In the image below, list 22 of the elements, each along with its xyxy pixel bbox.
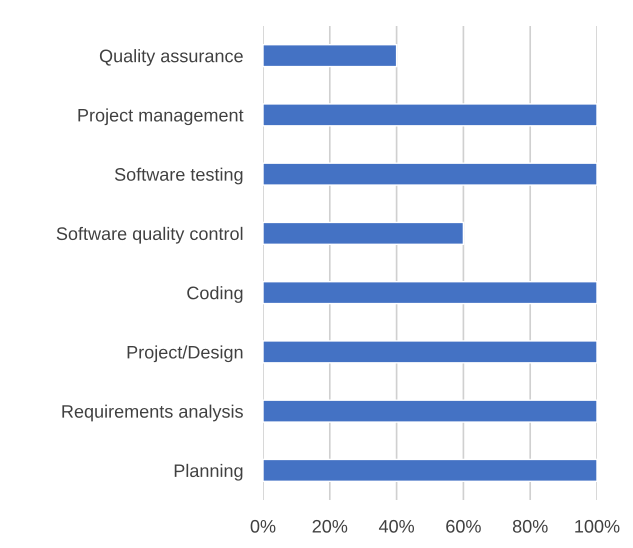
y-tick-label: Planning bbox=[174, 464, 242, 481]
y-tick-label: Software testing bbox=[114, 168, 242, 184]
x-tick-label: 80% bbox=[512, 520, 548, 533]
bar bbox=[263, 44, 398, 68]
bar bbox=[263, 280, 597, 304]
x-tick-label: 60% bbox=[446, 520, 481, 533]
bar bbox=[263, 162, 597, 186]
y-tick-label: Project management bbox=[78, 108, 244, 126]
bar bbox=[263, 103, 597, 127]
x-tick-label: 0% bbox=[250, 520, 276, 533]
y-tick-label: Quality assurance bbox=[100, 49, 243, 66]
bar bbox=[263, 458, 597, 482]
y-tick-label: Coding bbox=[187, 286, 242, 303]
bar bbox=[263, 222, 464, 246]
y-tick-label: Software quality control bbox=[56, 226, 242, 244]
y-tick-label: Project/Design bbox=[128, 345, 242, 362]
bar bbox=[263, 340, 597, 364]
y-tick-label: Requirements analysis bbox=[62, 404, 243, 422]
x-tick-label: 100% bbox=[575, 520, 620, 533]
bar bbox=[263, 399, 597, 423]
x-tick-label: 40% bbox=[378, 520, 414, 533]
x-tick-label: 20% bbox=[312, 520, 348, 533]
